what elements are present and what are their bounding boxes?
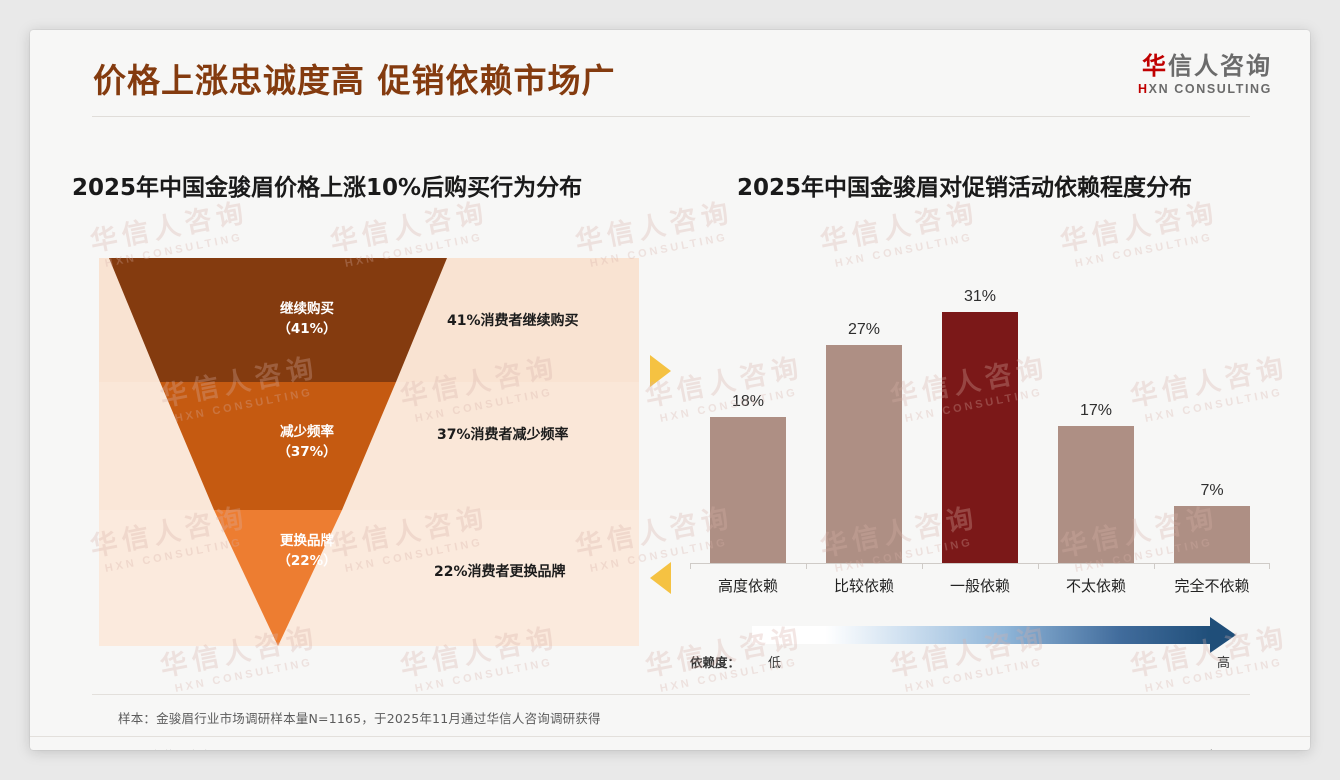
- website-url[interactable]: www.hxrcon.com: [1181, 747, 1272, 750]
- x-axis-tick: [1269, 563, 1270, 569]
- legend-high-label: 高: [1217, 656, 1231, 671]
- x-axis-line: [690, 563, 1270, 564]
- funnel-label-1-value: （37%）: [277, 443, 337, 460]
- bar-高度依赖[interactable]: [710, 417, 786, 563]
- x-axis-tick: [690, 563, 691, 569]
- funnel-label-0-value: （41%）: [277, 320, 337, 337]
- bar-plot-area: 18% 27% 31% 17% 7%: [690, 280, 1270, 563]
- triangle-right-icon: [650, 355, 671, 387]
- funnel-band-3: [99, 510, 639, 646]
- x-axis-tick: [1154, 563, 1155, 569]
- funnel-label-1: 减少频率 （37%）: [217, 423, 397, 462]
- watermark-line-2: HXN CONSULTING: [1073, 231, 1214, 270]
- logo-en-accent: H: [1138, 82, 1149, 97]
- footnote-divider: [92, 694, 1250, 695]
- header-divider: [92, 116, 1250, 117]
- x-axis-label-高度依赖: 高度依赖: [717, 577, 778, 595]
- bar-column[interactable]: 17%: [1046, 280, 1146, 563]
- slide-page: 价格上涨忠诚度高 促销依赖市场广 华信人咨询 HXN CONSULTING 20…: [30, 30, 1310, 750]
- legend-label: 依赖度：: [690, 655, 741, 670]
- funnel-annotation-1: 37%消费者减少频率: [437, 427, 569, 443]
- logo-chinese-rest: 信人咨询: [1168, 53, 1272, 80]
- watermark: 华信人咨询 HXN CONSULTING: [817, 190, 984, 272]
- bar-value-label: 17%: [1079, 402, 1113, 419]
- bar-value-label: 27%: [847, 321, 881, 338]
- bar-column[interactable]: 31%: [930, 280, 1030, 563]
- watermark-line-2: HXN CONSULTING: [833, 231, 974, 270]
- x-axis-label-不太依赖: 不太依赖: [1065, 577, 1126, 595]
- logo-english-text: HXN CONSULTING: [1138, 82, 1272, 96]
- bar-value-label: 31%: [963, 288, 997, 305]
- gradient-arrow-icon: [1210, 617, 1236, 653]
- funnel-segment-0: [109, 258, 447, 382]
- funnel-label-2-name: 更换品牌: [280, 533, 334, 549]
- x-axis-label-完全不依赖: 完全不依赖: [1174, 577, 1250, 595]
- slide-header: 价格上涨忠诚度高 促销依赖市场广 华信人咨询 HXN CONSULTING: [30, 30, 1310, 122]
- funnel-label-1-name: 减少频率: [280, 424, 334, 440]
- bar-column[interactable]: 7%: [1162, 280, 1262, 563]
- funnel-shape: [109, 258, 447, 646]
- footer-divider: [30, 736, 1310, 737]
- copyright-text: ©2026.1 HXR华信人咨询: [68, 747, 211, 750]
- funnel-segment-1: [160, 382, 396, 510]
- legend-low-label: 低: [768, 656, 782, 671]
- logo-en-rest: XN CONSULTING: [1148, 82, 1272, 97]
- funnel-label-2: 更换品牌 （22%）: [217, 532, 397, 571]
- bar-column[interactable]: 18%: [698, 280, 798, 563]
- x-axis-tick: [806, 563, 807, 569]
- bar-value-label: 18%: [731, 393, 765, 410]
- bar-完全不依赖[interactable]: [1174, 506, 1250, 563]
- bar-比较依赖[interactable]: [826, 345, 902, 563]
- bar-column[interactable]: 27%: [814, 280, 914, 563]
- dependency-gradient-legend: 依赖度： 低 高: [690, 617, 1270, 678]
- dependency-bar-chart: 18% 27% 31% 17% 7% 高度依赖 比较依赖 一般依赖 不太依赖 完全不依赖: [690, 280, 1270, 600]
- x-axis-tick: [922, 563, 923, 569]
- logo-chinese-text: 华信人咨询: [1138, 54, 1272, 79]
- bar-value-label: 7%: [1200, 482, 1224, 499]
- left-chart-title: 2025年中国金骏眉价格上涨10%后购买行为分布: [72, 175, 583, 201]
- watermark-line-2: HXN CONSULTING: [173, 656, 314, 695]
- x-axis-tick: [1038, 563, 1039, 569]
- funnel-label-2-value: （22%）: [277, 552, 337, 569]
- funnel-annotation-2: 22%消费者更换品牌: [434, 564, 566, 580]
- watermark-line-1: 华信人咨询: [572, 197, 736, 258]
- slide-footer: ©2026.1 HXR华信人咨询 www.hxrcon.com: [30, 737, 1310, 750]
- gradient-bar: [752, 626, 1212, 644]
- watermark-line-2: HXN CONSULTING: [413, 656, 554, 695]
- x-axis-label-一般依赖: 一般依赖: [949, 577, 1010, 595]
- bar-不太依赖[interactable]: [1058, 426, 1134, 563]
- funnel-chart: 继续购买 （41%） 减少频率 （37%） 更换品牌 （22%） 41%消费者继…: [99, 258, 639, 646]
- right-chart-title: 2025年中国金骏眉对促销活动依赖程度分布: [737, 175, 1193, 201]
- funnel-segment-2: [214, 510, 342, 646]
- triangle-left-icon: [650, 562, 671, 594]
- funnel-label-0: 继续购买 （41%）: [217, 300, 397, 339]
- funnel-annotation-0: 41%消费者继续购买: [447, 313, 579, 329]
- watermark: 华信人咨询 HXN CONSULTING: [1057, 190, 1224, 272]
- funnel-label-0-name: 继续购买: [280, 301, 334, 317]
- bar-一般依赖[interactable]: [942, 312, 1018, 563]
- sample-footnote: 样本：金骏眉行业市场调研样本量N=1165，于2025年11月通过华信人咨询调研…: [118, 711, 601, 726]
- company-logo: 华信人咨询 HXN CONSULTING: [1138, 54, 1272, 96]
- logo-accent-char: 华: [1142, 53, 1168, 80]
- page-title: 价格上涨忠诚度高 促销依赖市场广: [93, 61, 616, 100]
- x-axis-label-比较依赖: 比较依赖: [833, 577, 894, 595]
